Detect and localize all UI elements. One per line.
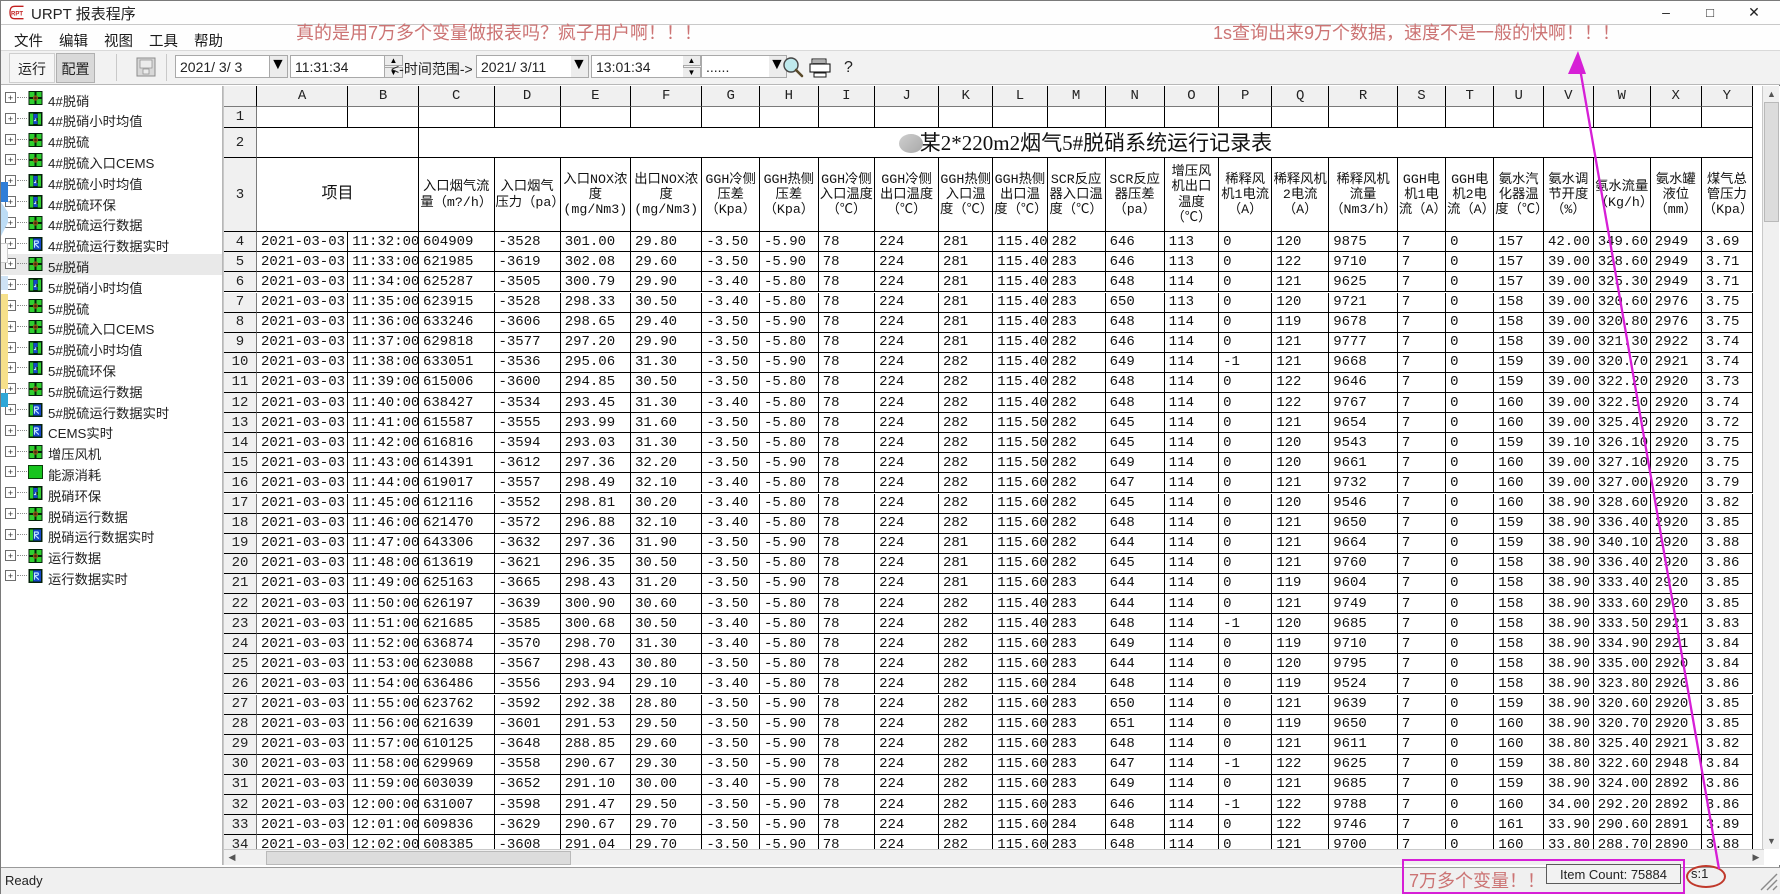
- svg-text:RPT: RPT: [11, 11, 23, 17]
